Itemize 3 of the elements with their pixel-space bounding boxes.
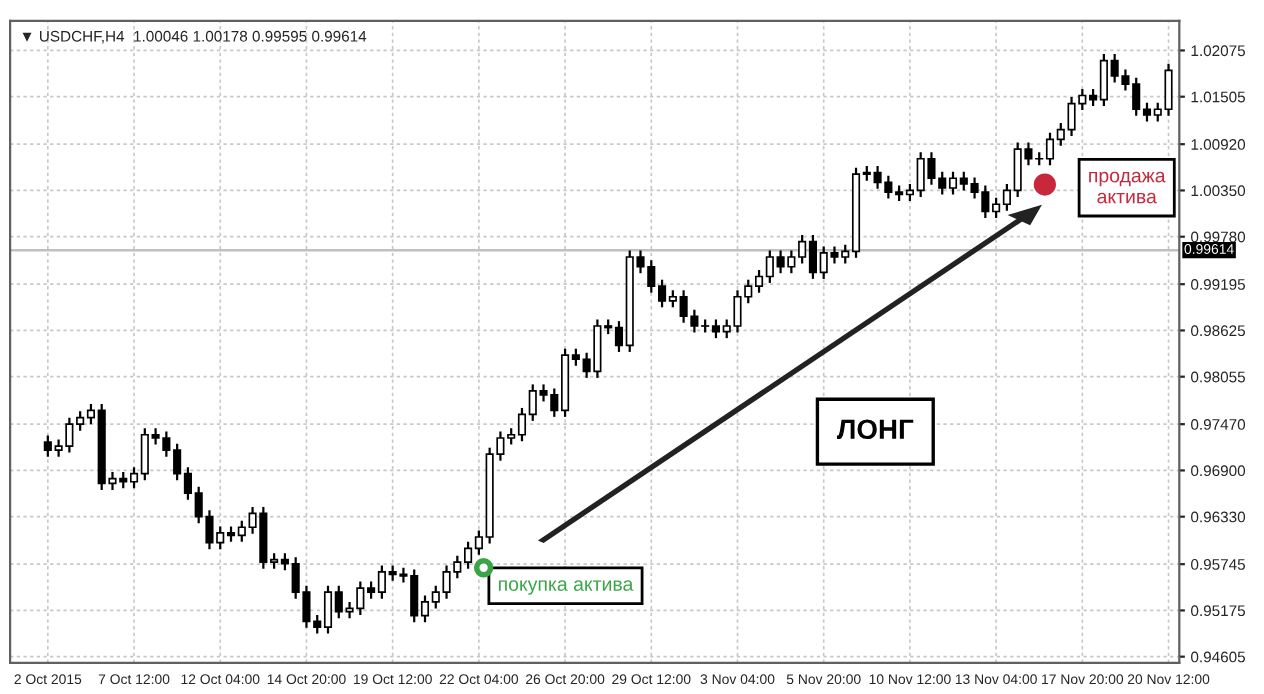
annotation: ЛОНГ: [836, 419, 914, 440]
annotation: покупка актива: [498, 580, 634, 595]
annotation: продажа актива: [1089, 171, 1166, 204]
